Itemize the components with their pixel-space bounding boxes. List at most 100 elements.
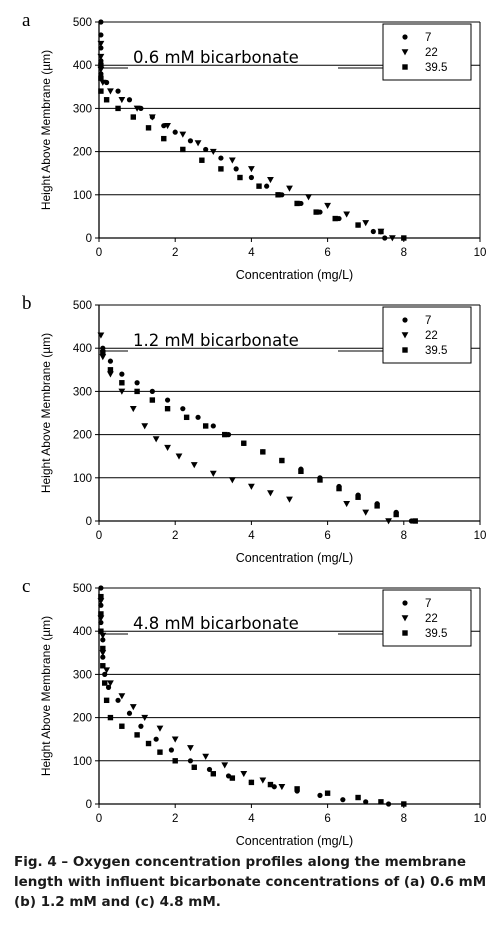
data-point [180, 146, 186, 153]
x-tick-label: 10 [474, 813, 487, 825]
data-point [233, 166, 239, 172]
y-tick-label: 300 [73, 669, 92, 681]
data-point [305, 194, 312, 201]
data-point [126, 97, 133, 103]
y-tick-label: 0 [86, 516, 92, 528]
y-tick-label: 100 [73, 756, 92, 768]
data-point [187, 745, 194, 752]
data-point [209, 148, 217, 155]
x-tick-label: 2 [172, 247, 178, 259]
data-point [256, 183, 262, 189]
data-point [103, 667, 111, 674]
y-tick-label: 500 [73, 583, 92, 595]
data-point [161, 135, 167, 142]
data-point [115, 88, 121, 94]
legend-label: 22 [425, 330, 438, 342]
data-point [229, 775, 236, 781]
data-point [401, 801, 407, 807]
data-point [107, 88, 114, 95]
data-point [97, 598, 105, 605]
data-point [180, 406, 186, 412]
data-point [118, 388, 126, 395]
legend-marker [401, 615, 409, 622]
data-point [199, 157, 205, 163]
data-point [97, 332, 105, 339]
data-point [100, 645, 106, 652]
legend-label: 22 [425, 47, 438, 59]
data-point [332, 215, 338, 222]
data-point [97, 615, 105, 622]
bicarbonate-annotation: 1.2 mM bicarbonate [133, 331, 299, 350]
data-point [237, 174, 243, 181]
x-tick-label: 2 [172, 813, 178, 825]
data-point [98, 585, 104, 591]
figure-caption-text: Oxygen concentration profiles along the … [14, 854, 487, 910]
data-point [118, 97, 126, 104]
x-tick-label: 8 [401, 530, 407, 542]
figure-caption: Fig. 4 – Oxygen concentration profiles a… [14, 852, 494, 912]
data-point [100, 637, 106, 643]
data-point [378, 799, 384, 805]
data-point [107, 367, 114, 373]
chart-panel-c: c 0 100 200 300 400 500 0 2 4 6 8 10 Concentration (m… [0, 566, 504, 849]
legend-marker [402, 64, 408, 70]
data-point [164, 122, 171, 130]
data-point [222, 431, 228, 438]
data-point [97, 40, 105, 47]
data-point [98, 628, 104, 634]
data-point [100, 345, 106, 351]
data-point [374, 503, 380, 509]
data-point [126, 710, 133, 716]
y-tick-label: 400 [73, 626, 92, 638]
y-tick-label: 200 [73, 713, 92, 725]
data-point [97, 66, 105, 73]
panel-letter: c [22, 576, 30, 597]
data-point [355, 222, 361, 228]
legend-marker [402, 34, 408, 40]
data-point [393, 511, 399, 518]
x-axis-label: Concentration (mg/L) [236, 551, 353, 565]
panel-letter: b [22, 293, 32, 314]
data-point [317, 792, 323, 798]
y-tick-label: 400 [73, 60, 92, 72]
x-tick-label: 6 [324, 813, 330, 825]
data-point [138, 723, 144, 729]
data-point [134, 388, 140, 395]
legend-label: 7 [425, 598, 431, 610]
data-point [98, 602, 104, 608]
chart-svg-c: c 0 100 200 300 400 500 0 2 4 6 8 10 Concentration (m… [22, 576, 487, 848]
data-point [382, 235, 388, 241]
y-axis-label: Height Above Membrane (µm) [39, 616, 53, 776]
data-point [378, 228, 384, 235]
data-point [228, 157, 236, 164]
data-point [388, 235, 396, 242]
bicarbonate-annotation: 0.6 mM bicarbonate [133, 48, 299, 67]
legend-marker [402, 317, 408, 323]
legend-label: 39.5 [425, 345, 447, 357]
data-point [107, 714, 114, 721]
data-point [156, 725, 164, 732]
data-point [370, 228, 376, 235]
data-point [183, 414, 190, 421]
x-tick-label: 4 [248, 247, 255, 259]
y-tick-label: 100 [73, 190, 92, 202]
data-point [355, 794, 361, 801]
data-point [129, 405, 137, 413]
x-tick-label: 8 [401, 247, 407, 259]
legend-box [382, 589, 472, 647]
data-point [171, 736, 179, 743]
data-point [203, 146, 209, 153]
data-point [164, 405, 171, 412]
data-point [98, 611, 104, 617]
x-axis-label: Concentration (mg/L) [236, 834, 353, 848]
y-tick-label: 200 [73, 147, 92, 159]
data-point [401, 235, 407, 241]
data-point [278, 784, 286, 791]
series-22 [97, 40, 396, 242]
y-tick-label: 500 [73, 300, 92, 312]
data-point [98, 88, 104, 94]
data-point [134, 380, 140, 386]
data-point [145, 740, 152, 747]
data-point [195, 414, 201, 420]
data-point [100, 349, 106, 356]
